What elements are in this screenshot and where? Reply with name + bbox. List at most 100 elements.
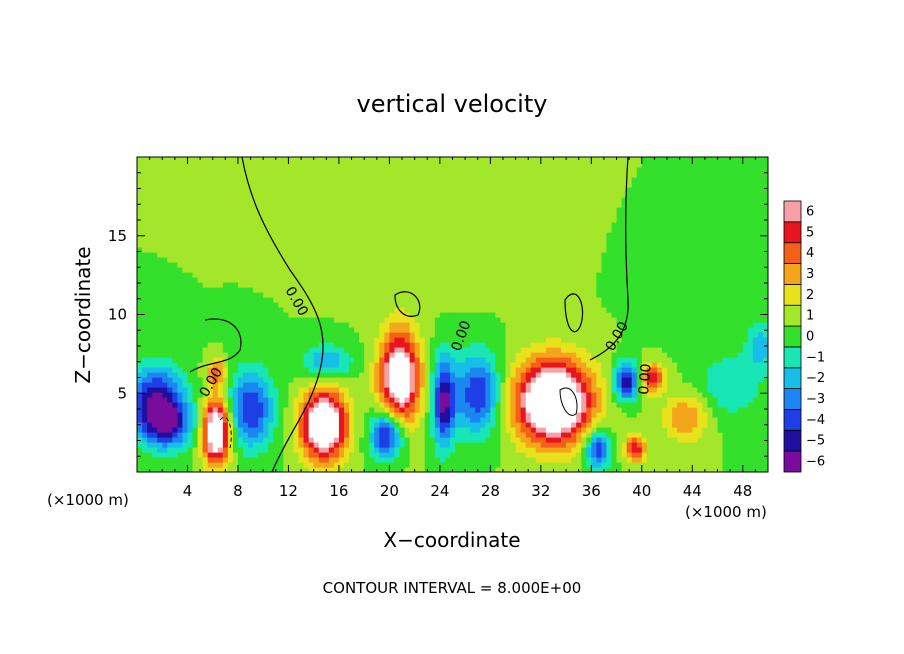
heatmap-cell — [530, 372, 537, 378]
heatmap-cell — [747, 407, 754, 413]
heatmap-cell — [661, 457, 668, 463]
heatmap-cell — [555, 437, 562, 443]
heatmap-cell — [157, 327, 163, 333]
heatmap-cell — [313, 302, 320, 308]
heatmap-cell — [232, 302, 239, 308]
heatmap-cell — [399, 287, 406, 293]
heatmap-cell — [323, 457, 330, 463]
heatmap-cell — [581, 347, 587, 353]
heatmap-cell — [586, 307, 592, 313]
heatmap-cell — [596, 337, 603, 343]
heatmap-cell — [596, 347, 603, 353]
heatmap-cell — [222, 362, 229, 368]
heatmap-cell — [439, 352, 446, 358]
heatmap-cell — [364, 307, 370, 313]
heatmap-cell — [732, 422, 739, 428]
heatmap-cell — [611, 282, 618, 288]
heatmap-cell — [742, 437, 749, 443]
heatmap-cell — [737, 392, 744, 398]
heatmap-cell — [601, 277, 608, 283]
heatmap-cell — [404, 287, 411, 293]
heatmap-cell — [399, 407, 406, 413]
heatmap-cell — [515, 282, 522, 288]
heatmap-cell — [298, 397, 305, 403]
heatmap-cell — [667, 427, 673, 433]
heatmap-cell — [495, 387, 502, 393]
heatmap-cell — [187, 322, 194, 328]
heatmap-cell — [505, 332, 512, 338]
heatmap-cell — [510, 337, 517, 343]
heatmap-cell — [702, 302, 709, 308]
heatmap-cell — [359, 342, 365, 348]
heatmap-cell — [369, 357, 375, 363]
heatmap-cell — [707, 372, 714, 378]
heatmap-cell — [152, 292, 158, 298]
heatmap-cell — [455, 277, 461, 283]
heatmap-cell — [207, 462, 214, 468]
heatmap-cell — [268, 412, 274, 418]
heatmap-cell — [142, 412, 148, 418]
heatmap-cell — [752, 417, 759, 423]
heatmap-cell — [576, 312, 582, 318]
heatmap-cell — [338, 357, 345, 363]
heatmap-cell — [288, 317, 295, 323]
heatmap-cell — [389, 382, 396, 388]
heatmap-cell — [500, 302, 507, 308]
heatmap-cell — [672, 382, 678, 388]
heatmap-cell — [545, 317, 552, 323]
heatmap-cell — [722, 347, 729, 353]
heatmap-cell — [636, 357, 643, 363]
heatmap-cell — [500, 397, 507, 403]
heatmap-cell — [732, 297, 739, 303]
heatmap-cell — [268, 407, 274, 413]
heatmap-cell — [656, 442, 663, 448]
heatmap-cell — [404, 417, 411, 423]
heatmap-cell — [172, 322, 178, 328]
heatmap-cell — [157, 457, 163, 463]
heatmap-cell — [142, 287, 148, 293]
heatmap-cell — [424, 437, 431, 443]
heatmap-cell — [227, 417, 234, 423]
heatmap-cell — [656, 292, 663, 298]
heatmap-cell — [626, 457, 633, 463]
heatmap-cell — [278, 282, 284, 288]
heatmap-cell — [581, 302, 587, 308]
heatmap-cell — [697, 312, 703, 318]
heatmap-cell — [576, 277, 582, 283]
heatmap-cell — [374, 412, 380, 418]
heatmap-cell — [581, 457, 587, 463]
heatmap-cell — [313, 417, 320, 423]
heatmap-cell — [616, 407, 623, 413]
heatmap-cell — [404, 317, 411, 323]
heatmap-cell — [667, 367, 673, 373]
heatmap-cell — [555, 317, 562, 323]
heatmap-cell — [232, 392, 239, 398]
heatmap-cell — [268, 387, 274, 393]
heatmap-cell — [439, 347, 446, 353]
heatmap-cell — [273, 332, 279, 338]
heatmap-cell — [283, 372, 290, 378]
heatmap-cell — [202, 292, 209, 298]
heatmap-cell — [707, 287, 714, 293]
heatmap-cell — [545, 332, 552, 338]
heatmap-cell — [429, 362, 436, 368]
heatmap-cell — [465, 417, 471, 423]
heatmap-cell — [682, 407, 688, 413]
heatmap-cell — [364, 352, 370, 358]
heatmap-cell — [364, 467, 370, 472]
heatmap-cell — [692, 277, 698, 283]
heatmap-cell — [475, 402, 481, 408]
heatmap-cell — [379, 467, 385, 472]
heatmap-cell — [404, 337, 411, 343]
heatmap-cell — [591, 467, 597, 472]
heatmap-cell — [349, 302, 355, 308]
heatmap-cell — [212, 382, 219, 388]
heatmap-cell — [384, 452, 390, 458]
heatmap-cell — [338, 412, 345, 418]
heatmap-cell — [697, 307, 703, 313]
heatmap-cell — [646, 277, 653, 283]
heatmap-cell — [343, 447, 350, 453]
heatmap-cell — [379, 427, 385, 433]
heatmap-cell — [601, 452, 608, 458]
heatmap-cell — [409, 462, 416, 468]
